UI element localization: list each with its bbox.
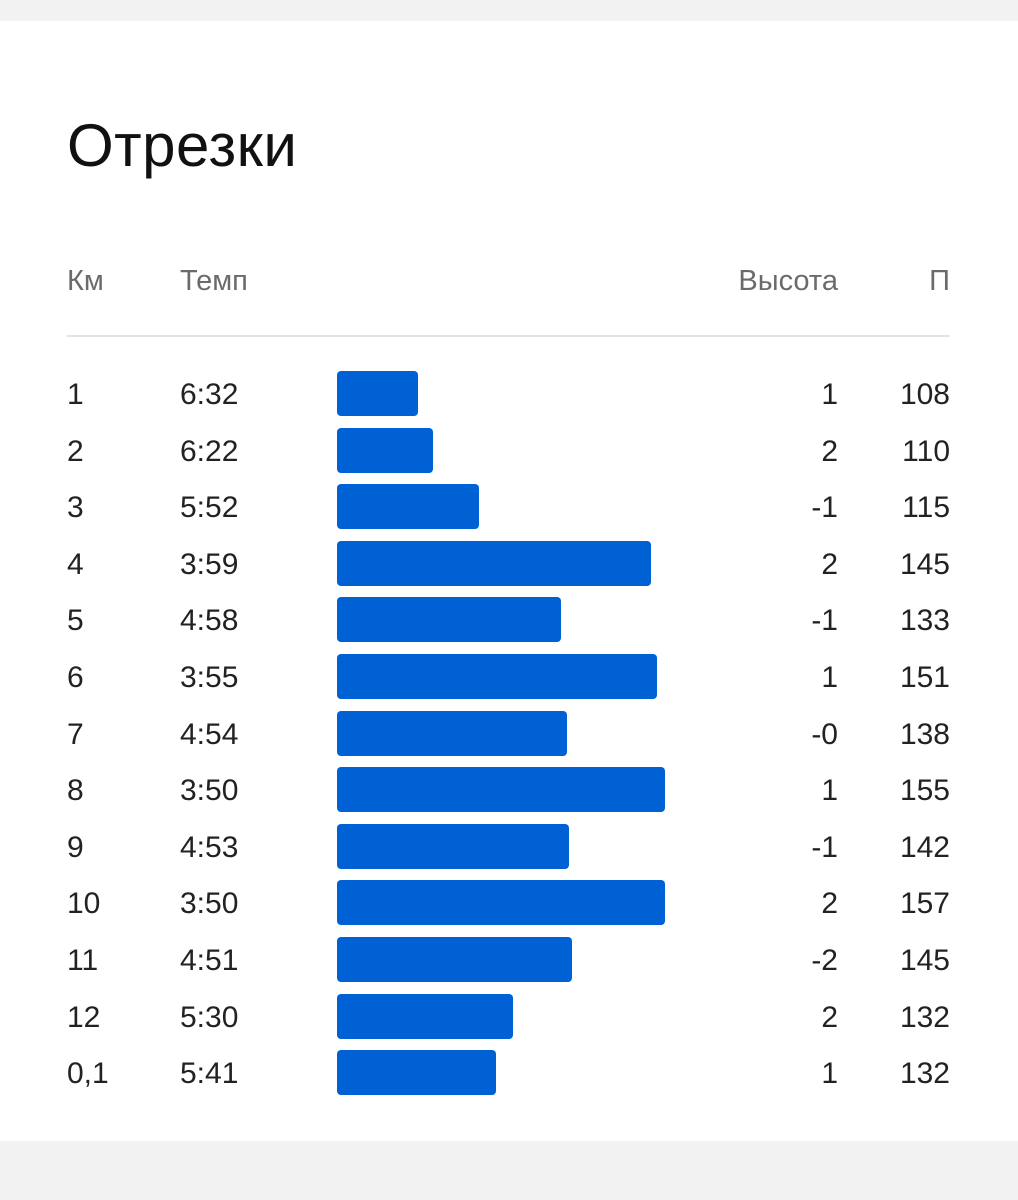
- split-km: 0,1: [67, 1057, 109, 1091]
- split-heart-rate: 115: [902, 491, 950, 525]
- split-row: 4 3:59 2 145: [0, 538, 1018, 595]
- split-pace: 4:51: [180, 943, 239, 977]
- split-km: 8: [67, 774, 84, 808]
- split-heart-rate: 142: [899, 830, 950, 864]
- split-pace: 6:32: [180, 378, 239, 411]
- split-pace: 3:50: [180, 774, 239, 808]
- split-elevation: 1: [821, 774, 838, 808]
- split-heart-rate: 145: [899, 547, 950, 581]
- split-heart-rate: 110: [902, 434, 950, 468]
- split-km: 12: [67, 1000, 101, 1034]
- split-elevation: -0: [811, 717, 838, 751]
- split-elevation: -1: [811, 491, 838, 525]
- split-elevation: -1: [811, 830, 838, 864]
- pace-bar: [337, 823, 569, 869]
- split-elevation: 2: [821, 1000, 838, 1034]
- split-km: 7: [67, 717, 84, 751]
- split-pace: 4:54: [180, 717, 239, 751]
- splits-card: Отрезки Км Темп Высота П 1 6:32 1 108 2 6:22 2…: [0, 21, 1018, 1141]
- split-km: 3: [67, 491, 84, 525]
- split-km: 4: [67, 547, 84, 581]
- split-heart-rate: 145: [899, 943, 950, 977]
- split-heart-rate: 138: [899, 717, 950, 751]
- split-row: 7 4:54 -0 138: [0, 708, 1018, 765]
- split-km: 11: [67, 943, 99, 977]
- split-pace: 5:52: [180, 491, 239, 525]
- column-header-heart-rate: П: [929, 265, 950, 297]
- split-row: 6 3:55 1 151: [0, 651, 1018, 708]
- split-pace: 4:53: [180, 830, 239, 864]
- split-km: 10: [67, 887, 101, 921]
- pace-bar: [337, 710, 568, 756]
- split-elevation: -2: [811, 943, 838, 977]
- pace-bar: [337, 936, 572, 982]
- column-header-km: Км: [67, 265, 104, 297]
- split-row: 12 5:30 2 132: [0, 991, 1018, 1048]
- split-heart-rate: 155: [899, 774, 950, 808]
- header-divider: [67, 335, 950, 337]
- split-row: 2 6:22 2 110: [0, 425, 1018, 482]
- splits-table: 1 6:32 1 108 2 6:22 2 110 3 5:52 -1 115 4 3:59 2 145 5 4:…: [0, 368, 1018, 1104]
- split-elevation: 2: [821, 547, 838, 581]
- split-km: 6: [67, 660, 84, 694]
- split-row: 5 4:58 -1 133: [0, 594, 1018, 651]
- pace-bar: [337, 371, 418, 416]
- split-elevation: -1: [811, 604, 838, 638]
- pace-bar: [337, 767, 665, 813]
- pace-bar: [337, 653, 658, 699]
- split-heart-rate: 157: [899, 887, 950, 921]
- split-row: 8 3:50 1 155: [0, 764, 1018, 821]
- column-header-pace: Темп: [180, 265, 248, 297]
- split-heart-rate: 108: [899, 378, 950, 411]
- split-heart-rate: 151: [899, 660, 950, 694]
- split-elevation: 1: [821, 378, 838, 411]
- split-elevation: 2: [821, 887, 838, 921]
- split-km: 2: [67, 434, 84, 468]
- split-pace: 3:50: [180, 887, 239, 921]
- split-row: 3 5:52 -1 115: [0, 481, 1018, 538]
- split-pace: 3:59: [180, 547, 239, 581]
- pace-bar: [337, 597, 562, 643]
- split-pace: 3:55: [180, 660, 239, 694]
- split-km: 9: [67, 830, 84, 864]
- split-heart-rate: 132: [899, 1000, 950, 1034]
- pace-bar: [337, 880, 665, 926]
- column-header-elevation: Высота: [738, 265, 838, 297]
- split-km: 1: [67, 378, 84, 411]
- split-row: 0,1 5:41 1 132: [0, 1047, 1018, 1104]
- split-row: 11 4:51 -2 145: [0, 934, 1018, 991]
- split-elevation: 2: [821, 434, 838, 468]
- split-pace: 5:41: [180, 1057, 239, 1091]
- pace-bar: [337, 1050, 496, 1096]
- split-heart-rate: 132: [899, 1057, 950, 1091]
- split-km: 5: [67, 604, 84, 638]
- pace-bar: [337, 993, 513, 1039]
- split-heart-rate: 133: [899, 604, 950, 638]
- split-row: 9 4:53 -1 142: [0, 821, 1018, 878]
- page-title: Отрезки: [67, 112, 298, 179]
- split-row: 10 3:50 2 157: [0, 877, 1018, 934]
- pace-bar: [337, 540, 652, 586]
- split-row: 1 6:32 1 108: [0, 368, 1018, 425]
- split-elevation: 1: [821, 660, 838, 694]
- split-pace: 5:30: [180, 1000, 239, 1034]
- split-pace: 6:22: [180, 434, 239, 468]
- pace-bar: [337, 427, 434, 473]
- split-pace: 4:58: [180, 604, 239, 638]
- split-elevation: 1: [821, 1057, 838, 1091]
- pace-bar: [337, 484, 479, 530]
